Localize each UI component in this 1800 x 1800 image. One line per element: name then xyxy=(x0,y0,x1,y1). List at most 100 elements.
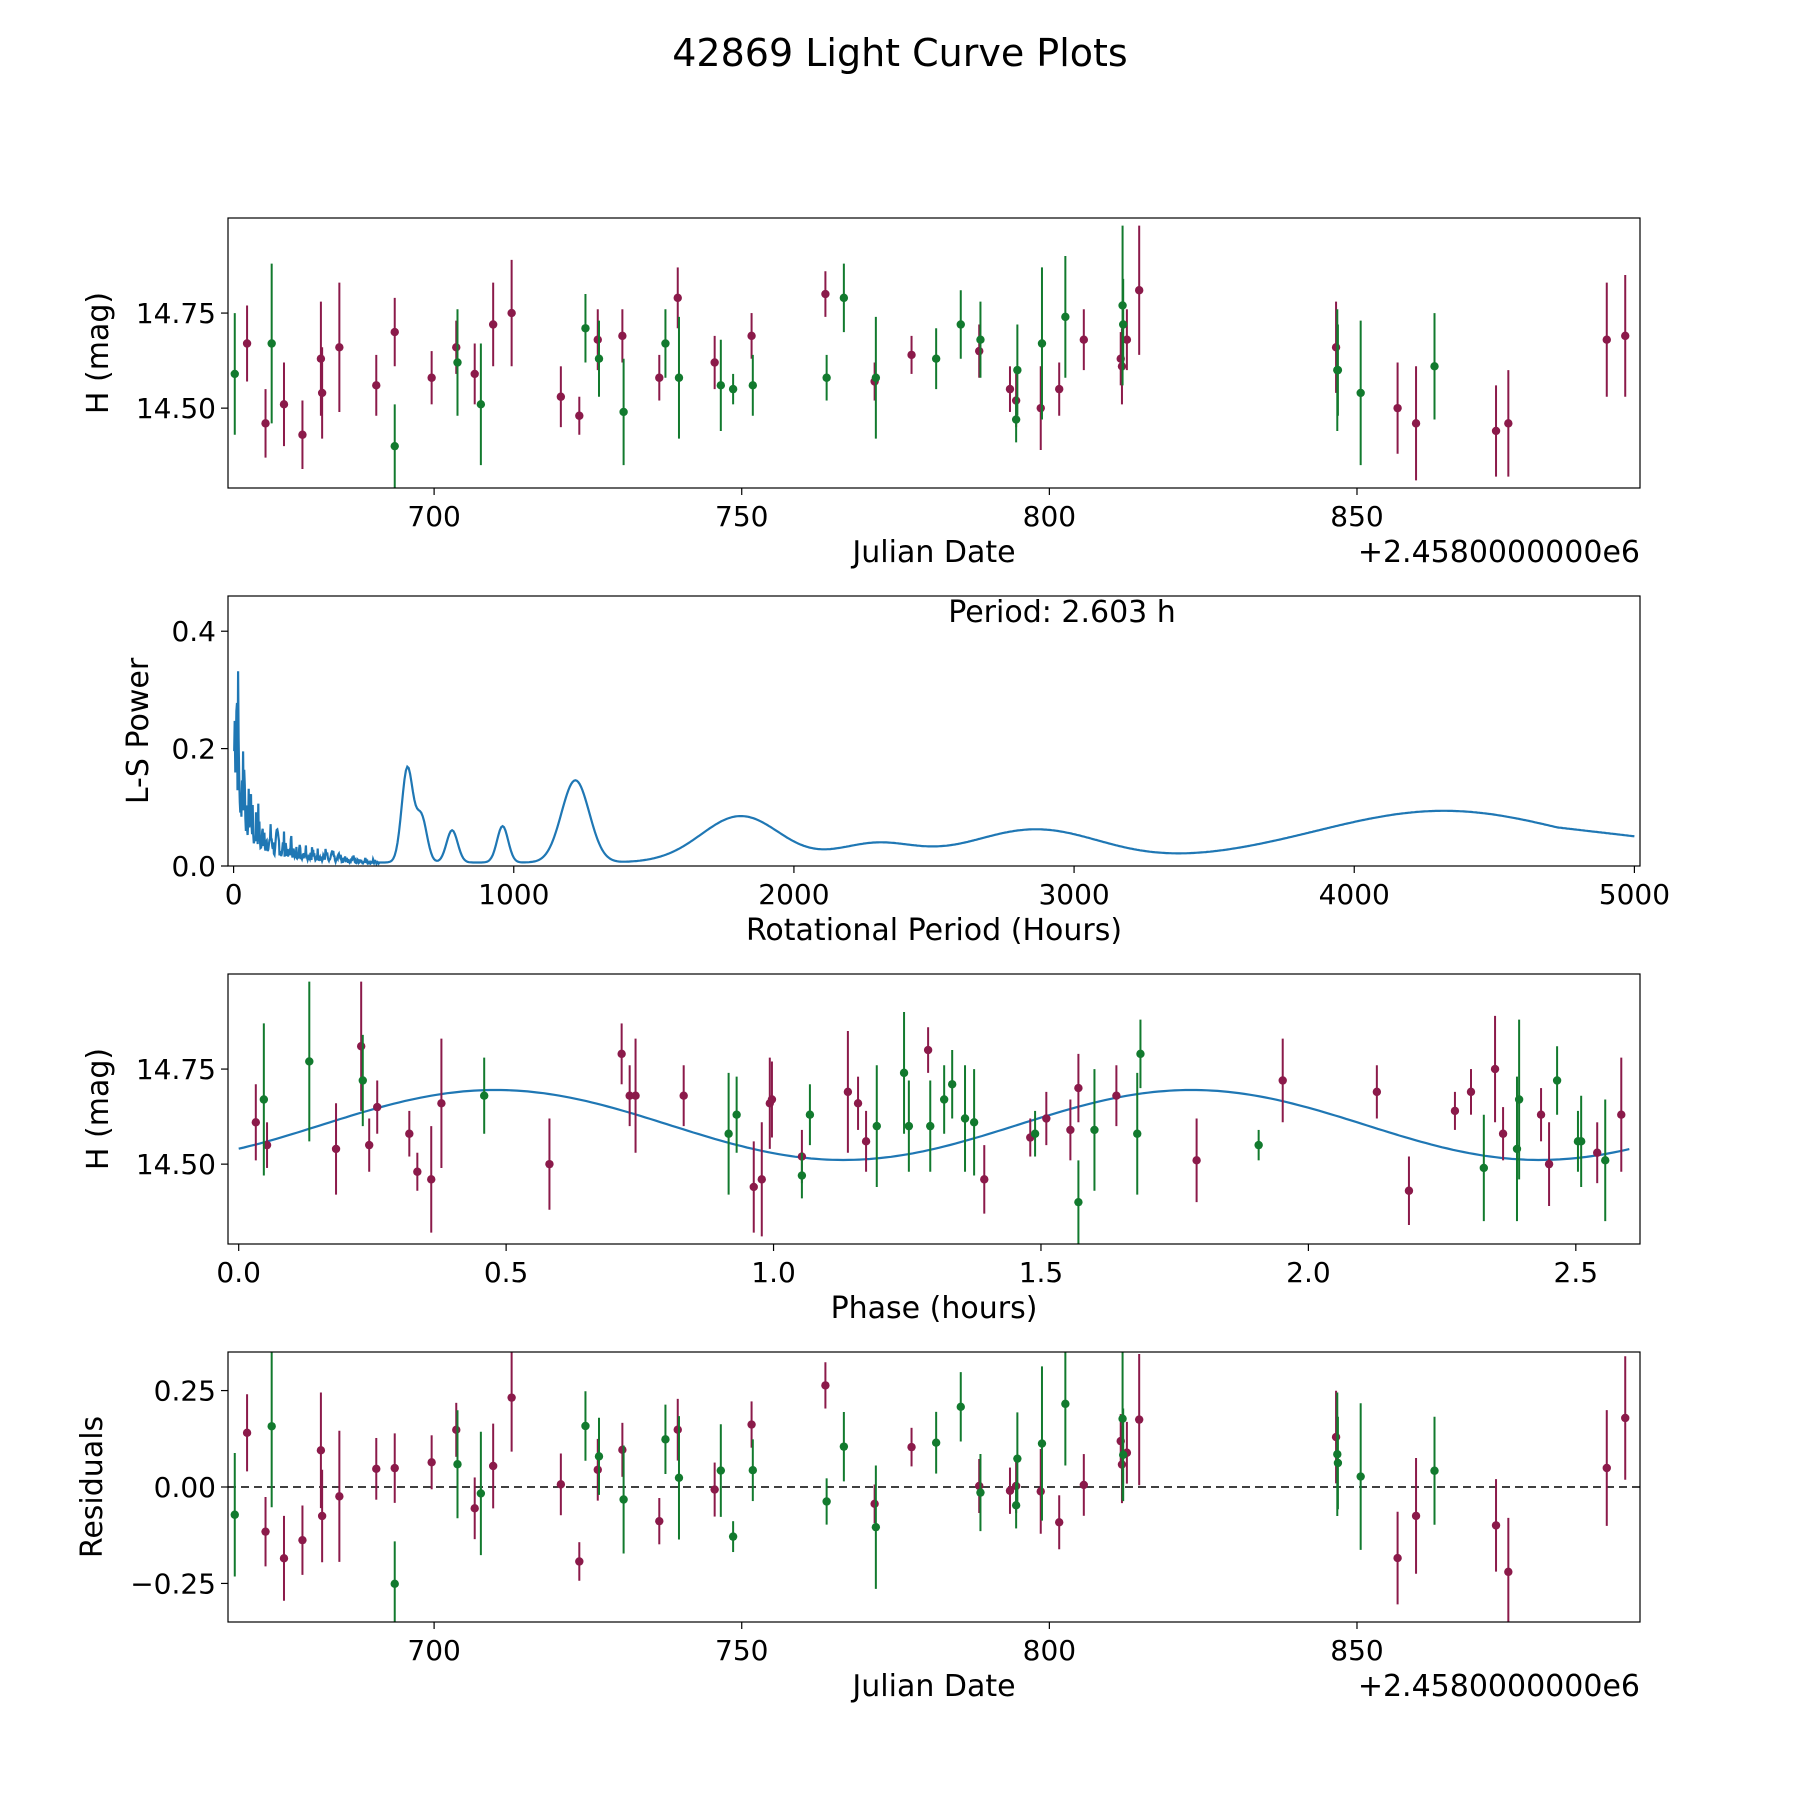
residual-filter-a-point xyxy=(673,1425,682,1434)
light-curve-filter-b-point xyxy=(1011,415,1021,424)
residual-filter-b-point xyxy=(839,1442,849,1451)
phased-model-curve xyxy=(238,1088,1630,1162)
residuals-x-ticks: 700 750 800 850 xyxy=(407,1622,1384,1667)
phased-filter-a-point xyxy=(757,1175,766,1184)
residual-filter-b-point xyxy=(1037,1439,1047,1448)
periodogram-y-ticks: 0.0 0.2 0.4 xyxy=(171,615,228,883)
phased-filter-a-point xyxy=(405,1129,414,1138)
residuals-y-label: Residuals xyxy=(75,1416,110,1558)
light-curve-filter-a-point xyxy=(556,392,566,401)
light-curve-filter-a-point xyxy=(316,354,326,363)
residual-filter-b-point xyxy=(976,1488,985,1497)
residual-filter-b-point xyxy=(1011,1501,1021,1510)
phased-filter-b-point xyxy=(872,1121,881,1131)
residual-filter-a-point xyxy=(655,1516,664,1526)
phased-curve-y-ticks: 14.50 14.75 xyxy=(136,1053,228,1181)
light-curve-x-label: Julian Date xyxy=(850,535,1015,570)
periodogram-x-tick-label: 0 xyxy=(225,878,243,911)
residuals-y-ticks: 0.25 0.00 −0.25 xyxy=(130,1375,228,1600)
periodogram-frame xyxy=(227,595,1641,867)
phased-curve-x-tick-label: 1.5 xyxy=(1019,1256,1064,1289)
light-curve-x-tick-label: 700 xyxy=(407,500,460,533)
residual-filter-a-point xyxy=(488,1461,498,1471)
phased-filter-b-point xyxy=(899,1068,909,1078)
light-curve-filter-b-point xyxy=(453,358,462,367)
phased-filter-a-point xyxy=(1112,1091,1121,1100)
phased-filter-b-point xyxy=(479,1091,489,1100)
residual-filter-b-point xyxy=(619,1495,628,1504)
light-curve-filter-b-point xyxy=(661,339,670,348)
residual-filter-a-point xyxy=(1504,1567,1513,1577)
light-curve-filter-a-point xyxy=(710,358,719,367)
residual-filter-a-point xyxy=(870,1499,879,1509)
periodogram-y-tick-label: 0.0 xyxy=(171,850,216,883)
residual-filter-b-point xyxy=(822,1497,831,1506)
residuals-y-tick-label: 0.25 xyxy=(154,1375,216,1408)
periodogram-plot-area xyxy=(233,671,1635,866)
light-curve-filter-a-point xyxy=(907,350,916,360)
phased-filter-a-point xyxy=(373,1102,382,1112)
residual-filter-a-point xyxy=(335,1492,344,1501)
phased-curve-y-label: H (mag) xyxy=(81,1048,116,1170)
residuals-y-tick-label: 0.00 xyxy=(154,1471,216,1504)
light-curve-filter-a-point xyxy=(655,373,664,382)
light-curve-filter-a-point xyxy=(1055,384,1064,394)
light-curve-filter-b-point xyxy=(956,320,965,329)
phased-filter-a-point xyxy=(765,1099,775,1108)
phased-filter-b-point xyxy=(1030,1129,1040,1138)
residual-filter-a-point xyxy=(372,1464,381,1474)
light-curve-filter-a-point xyxy=(372,381,381,390)
light-curve-y-tick-label: 14.50 xyxy=(136,392,216,425)
phased-filter-a-point xyxy=(749,1182,758,1192)
light-curve-x-tick-label: 850 xyxy=(1330,500,1383,533)
phased-filter-a-point xyxy=(1066,1125,1075,1135)
phased-filter-a-point xyxy=(843,1087,853,1097)
periodogram-y-label: L-S Power xyxy=(121,657,156,804)
light-curve-filter-a-point xyxy=(1331,343,1341,352)
residual-filter-b-point xyxy=(931,1438,941,1447)
residual-filter-a-point xyxy=(593,1465,602,1474)
phased-filter-b-point xyxy=(1573,1137,1583,1146)
residual-filter-b-point xyxy=(1061,1399,1070,1409)
phased-filter-b-point xyxy=(969,1118,979,1127)
light-curve-filter-b-point xyxy=(871,373,881,382)
residuals-x-tick-label: 750 xyxy=(715,1634,768,1667)
light-curve-filter-b-point xyxy=(931,354,941,363)
periodogram-power-line xyxy=(233,671,1635,866)
light-curve-filter-a-point xyxy=(1621,331,1630,341)
light-curve-filter-a-point xyxy=(1134,286,1144,295)
light-curve-x-tick-label: 750 xyxy=(715,500,768,533)
phased-filter-b-point xyxy=(1074,1197,1083,1207)
periodogram-x-tick-label: 2000 xyxy=(758,878,829,911)
light-curve-plot-area xyxy=(230,225,1630,488)
phased-curve-x-tick-label: 2.5 xyxy=(1554,1256,1599,1289)
residual-filter-a-point xyxy=(1621,1413,1630,1423)
periodogram-x-tick-label: 4000 xyxy=(1319,878,1390,911)
light-curve-filter-b-point xyxy=(1118,320,1128,329)
residual-filter-b-point xyxy=(1118,1450,1128,1460)
light-curve-filter-a-point xyxy=(1005,384,1015,394)
light-curve-filter-b-point xyxy=(1430,362,1439,371)
phased-curve-x-tick-label: 2.0 xyxy=(1286,1256,1331,1289)
periodogram-x-ticks: 0 1000 2000 3000 4000 5000 xyxy=(225,866,1670,911)
phased-filter-a-point xyxy=(861,1137,871,1146)
residual-filter-a-point xyxy=(242,1428,252,1438)
light-curve-filter-a-point xyxy=(1504,419,1513,428)
residual-filter-b-point xyxy=(453,1460,462,1469)
light-curve-filter-a-point xyxy=(452,343,461,352)
residual-filter-a-point xyxy=(507,1393,516,1402)
light-curve-filter-a-point xyxy=(1411,419,1421,428)
phased-filter-b-point xyxy=(797,1171,807,1180)
light-curve-panel: 700 750 800 850 14.50 14.75 Julian Date +2.4… xyxy=(81,217,1641,570)
phased-filter-a-point xyxy=(356,1042,366,1051)
phased-filter-b-point xyxy=(358,1076,367,1085)
periodogram-x-label: Rotational Period (Hours) xyxy=(746,913,1122,948)
residual-filter-a-point xyxy=(261,1527,270,1536)
residuals-x-offset: +2.4580000000e6 xyxy=(1358,1669,1640,1704)
phased-filter-a-point xyxy=(1450,1106,1460,1116)
phased-filter-a-point xyxy=(1372,1087,1382,1097)
residuals-x-label: Julian Date xyxy=(850,1669,1015,1704)
residual-filter-b-point xyxy=(230,1510,239,1519)
phased-filter-b-point xyxy=(1090,1125,1099,1135)
